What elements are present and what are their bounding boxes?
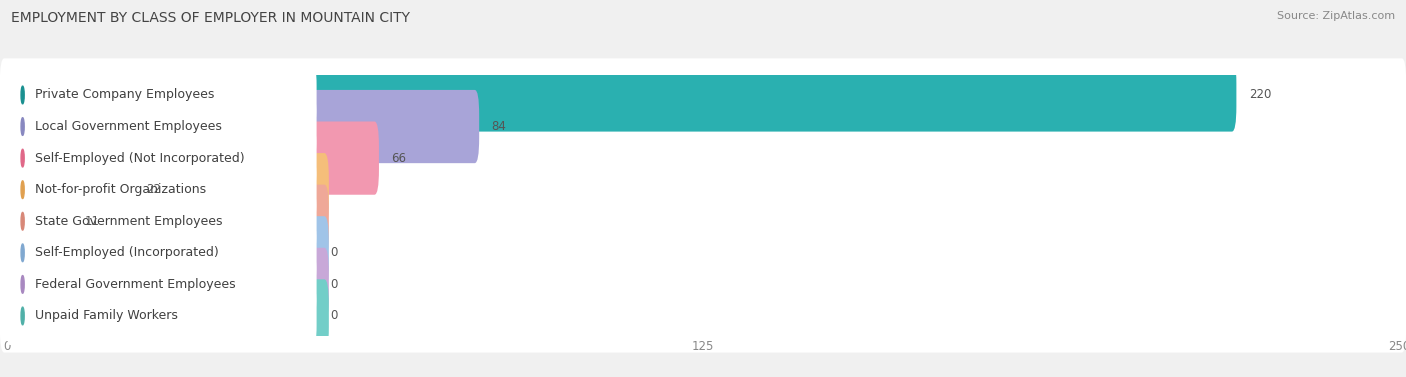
Circle shape — [21, 181, 24, 199]
Text: 11: 11 — [84, 215, 100, 228]
FancyBboxPatch shape — [0, 153, 1406, 226]
Circle shape — [21, 149, 24, 167]
FancyBboxPatch shape — [0, 185, 329, 258]
FancyBboxPatch shape — [7, 161, 316, 219]
FancyBboxPatch shape — [0, 153, 329, 226]
Text: Not-for-profit Organizations: Not-for-profit Organizations — [35, 183, 207, 196]
Circle shape — [21, 118, 24, 135]
Text: 0: 0 — [330, 278, 337, 291]
Circle shape — [21, 212, 24, 230]
Circle shape — [21, 244, 24, 262]
FancyBboxPatch shape — [7, 129, 316, 187]
FancyBboxPatch shape — [0, 90, 1406, 163]
FancyBboxPatch shape — [7, 192, 316, 250]
Text: Federal Government Employees: Federal Government Employees — [35, 278, 235, 291]
FancyBboxPatch shape — [0, 279, 1406, 352]
FancyBboxPatch shape — [0, 279, 329, 352]
FancyBboxPatch shape — [0, 248, 329, 321]
FancyBboxPatch shape — [0, 216, 1406, 290]
Text: 84: 84 — [492, 120, 506, 133]
FancyBboxPatch shape — [0, 90, 479, 163]
FancyBboxPatch shape — [7, 255, 316, 313]
FancyBboxPatch shape — [0, 216, 329, 290]
Circle shape — [21, 86, 24, 104]
Text: Self-Employed (Not Incorporated): Self-Employed (Not Incorporated) — [35, 152, 245, 165]
FancyBboxPatch shape — [0, 121, 380, 195]
Text: State Government Employees: State Government Employees — [35, 215, 222, 228]
Text: 0: 0 — [330, 310, 337, 322]
Text: 0: 0 — [330, 246, 337, 259]
Circle shape — [21, 307, 24, 325]
Text: Local Government Employees: Local Government Employees — [35, 120, 222, 133]
Text: Unpaid Family Workers: Unpaid Family Workers — [35, 310, 177, 322]
FancyBboxPatch shape — [7, 287, 316, 345]
Text: EMPLOYMENT BY CLASS OF EMPLOYER IN MOUNTAIN CITY: EMPLOYMENT BY CLASS OF EMPLOYER IN MOUNT… — [11, 11, 411, 25]
Text: Source: ZipAtlas.com: Source: ZipAtlas.com — [1277, 11, 1395, 21]
Text: 220: 220 — [1249, 89, 1271, 101]
FancyBboxPatch shape — [0, 248, 1406, 321]
FancyBboxPatch shape — [0, 58, 1406, 132]
Text: 22: 22 — [146, 183, 162, 196]
FancyBboxPatch shape — [0, 185, 1406, 258]
FancyBboxPatch shape — [0, 58, 1236, 132]
FancyBboxPatch shape — [7, 98, 316, 156]
Text: 66: 66 — [391, 152, 406, 165]
FancyBboxPatch shape — [7, 224, 316, 282]
Text: Self-Employed (Incorporated): Self-Employed (Incorporated) — [35, 246, 218, 259]
FancyBboxPatch shape — [7, 66, 316, 124]
Circle shape — [21, 276, 24, 293]
FancyBboxPatch shape — [0, 121, 1406, 195]
Text: Private Company Employees: Private Company Employees — [35, 89, 214, 101]
